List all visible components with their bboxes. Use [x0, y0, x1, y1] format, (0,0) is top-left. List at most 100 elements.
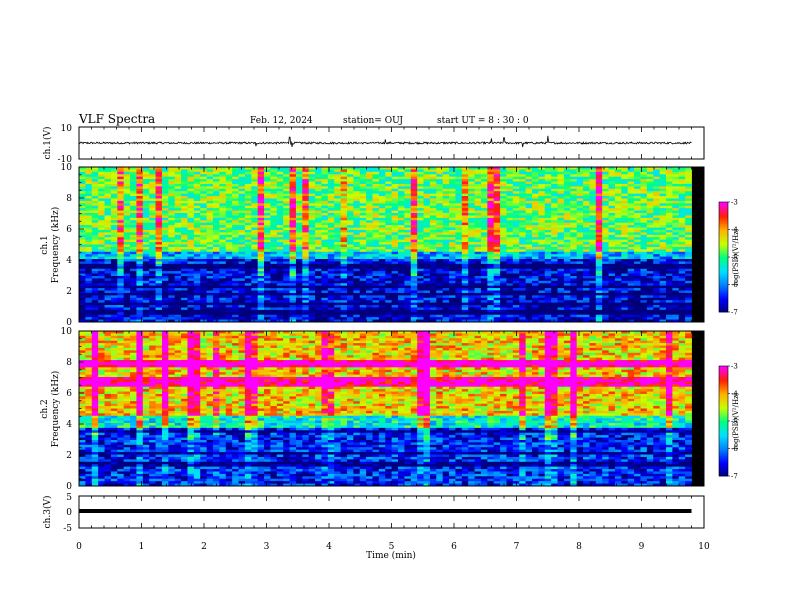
ch1-spectrogram-cell	[245, 179, 252, 182]
ch1-spectrogram-cell	[79, 269, 86, 272]
ch1-spectrogram-cell	[392, 201, 399, 204]
ch1-spectrogram-cell	[168, 288, 175, 291]
ch1-spectrogram-cell	[647, 184, 654, 187]
ch1-spectrogram-cell	[258, 278, 265, 281]
ch1-spectrogram-cell	[404, 252, 411, 255]
ch1-spectrogram-cell	[634, 179, 641, 182]
ch1-spectrogram-cell	[124, 259, 131, 262]
ch1-spectrogram-cell	[156, 206, 163, 209]
ch1-spectrogram-cell	[551, 191, 558, 194]
ch1-spectrogram-cell	[660, 189, 667, 192]
ch1-spectrogram-cell	[264, 257, 271, 260]
ch1-spectrogram-cell	[379, 172, 386, 175]
ch1-spectrogram-cell	[200, 254, 207, 257]
ch1-spectrogram-cell	[647, 177, 654, 180]
ch1-spectrogram-cell	[360, 177, 367, 180]
ch1-spectrogram-cell	[302, 208, 309, 211]
ch1-spectrogram-cell	[647, 259, 654, 262]
ch1-spectrogram-cell	[162, 252, 169, 255]
ch1-spectrogram-cell	[372, 261, 379, 264]
ch1-spectrogram-cell	[455, 257, 462, 260]
ch1-spectrogram-cell	[385, 271, 392, 274]
ch1-spectrogram-cell	[105, 286, 112, 289]
ch1-spectrogram-cell	[430, 237, 437, 240]
ch1-spectrogram-cell	[609, 264, 616, 267]
ch1-spectrogram-cell	[685, 191, 692, 194]
ch1-spectrogram-cell	[443, 223, 450, 226]
ch1-spectrogram-cell	[647, 281, 654, 284]
ch1-spectrogram-cell	[577, 264, 584, 267]
ch1-spectrogram-cell	[513, 191, 520, 194]
ch1-spectrogram-cell	[105, 269, 112, 272]
ch1-spectrogram-cell	[309, 271, 316, 274]
ch1-spectrogram-cell	[334, 194, 341, 197]
ch1-spectrogram-cell	[513, 288, 520, 291]
ch1-spectrogram-cell	[219, 245, 226, 248]
ch1-spectrogram-cell	[532, 230, 539, 233]
ch1-spectrogram-cell	[347, 225, 354, 228]
ch1-spectrogram-cell	[270, 213, 277, 216]
ch1-spectrogram-cell	[117, 276, 124, 279]
ch1-spectrogram-cell	[411, 269, 418, 272]
ch1-spectrogram-cell	[181, 240, 188, 243]
ch1-spectrogram-cell	[602, 172, 609, 175]
ch1-spectrogram-cell	[672, 203, 679, 206]
ch1-spectrogram-cell	[551, 215, 558, 218]
ch1-spectrogram-cell	[430, 218, 437, 221]
ch1-spectrogram-cell	[538, 206, 545, 209]
ch1-spectrogram-cell	[98, 266, 105, 269]
ch1-spectrogram-cell	[506, 286, 513, 289]
ch1-spectrogram-cell	[609, 245, 616, 248]
ch1-spectrogram-cell	[168, 237, 175, 240]
ch1-spectrogram-cell	[92, 261, 99, 264]
ch1-spectrogram-cell	[315, 198, 322, 201]
ch1-spectrogram-cell	[417, 266, 424, 269]
ch1-spectrogram-cell	[679, 169, 686, 172]
ch1-spectrogram-cell	[596, 247, 603, 250]
ch1-spectrogram-cell	[353, 259, 360, 262]
ch1-spectrogram-cell	[506, 232, 513, 235]
ch1-spectrogram-cell	[564, 201, 571, 204]
ch1-spectrogram-cell	[685, 189, 692, 192]
ch1-spectrogram-cell	[500, 286, 507, 289]
ch1-spectrogram-cell	[564, 211, 571, 214]
ch1-spectrogram-cell	[602, 252, 609, 255]
ch1-spectrogram-cell	[117, 218, 124, 221]
ch1-spectrogram-cell	[79, 220, 86, 223]
ch1-spectrogram-cell	[647, 276, 654, 279]
ch1-spectrogram-cell	[213, 203, 220, 206]
ch1-spectrogram-cell	[615, 237, 622, 240]
ch1-spectrogram-cell	[239, 288, 246, 291]
ch1-spectrogram-cell	[194, 211, 201, 214]
ch1-spectrogram-cell	[219, 208, 226, 211]
ch1-spectrogram-cell	[277, 249, 284, 252]
ch1-spectrogram-cell	[111, 283, 118, 286]
ch1-spectrogram-cell	[315, 257, 322, 260]
ch1-spectrogram-cell	[302, 174, 309, 177]
ch1-spectrogram-cell	[245, 211, 252, 214]
ch1-spectrogram-cell	[551, 288, 558, 291]
ch1-spectrogram-cell	[226, 266, 233, 269]
ch1-spectrogram-cell	[334, 182, 341, 185]
ch1-spectrogram-cell	[443, 186, 450, 189]
ch1-spectrogram-cell	[296, 201, 303, 204]
ch1-spectrogram-cell	[264, 220, 271, 223]
ch1-spectrogram-cell	[494, 283, 501, 286]
ch1-spectrogram-cell	[315, 208, 322, 211]
ch1-spectrogram-cell	[506, 230, 513, 233]
ch1-spectrogram-cell	[92, 179, 99, 182]
ch1-spectrogram-cell	[270, 177, 277, 180]
ch1-spectrogram-cell	[545, 218, 552, 221]
ch1-spectrogram-cell	[79, 257, 86, 260]
ch1-spectrogram-cell	[596, 215, 603, 218]
ch1-spectrogram-cell	[321, 276, 328, 279]
ch1-spectrogram-cell	[455, 230, 462, 233]
ch1-spectrogram-cell	[653, 237, 660, 240]
ch1-spectrogram-cell	[194, 264, 201, 267]
ch1-spectrogram-cell	[468, 220, 475, 223]
ch1-spectrogram-cell	[334, 281, 341, 284]
ch1-spectrogram-cell	[315, 189, 322, 192]
ch1-spectrogram-cell	[436, 252, 443, 255]
ch1-spectrogram-cell	[468, 174, 475, 177]
ch1-spectrogram-cell	[621, 201, 628, 204]
